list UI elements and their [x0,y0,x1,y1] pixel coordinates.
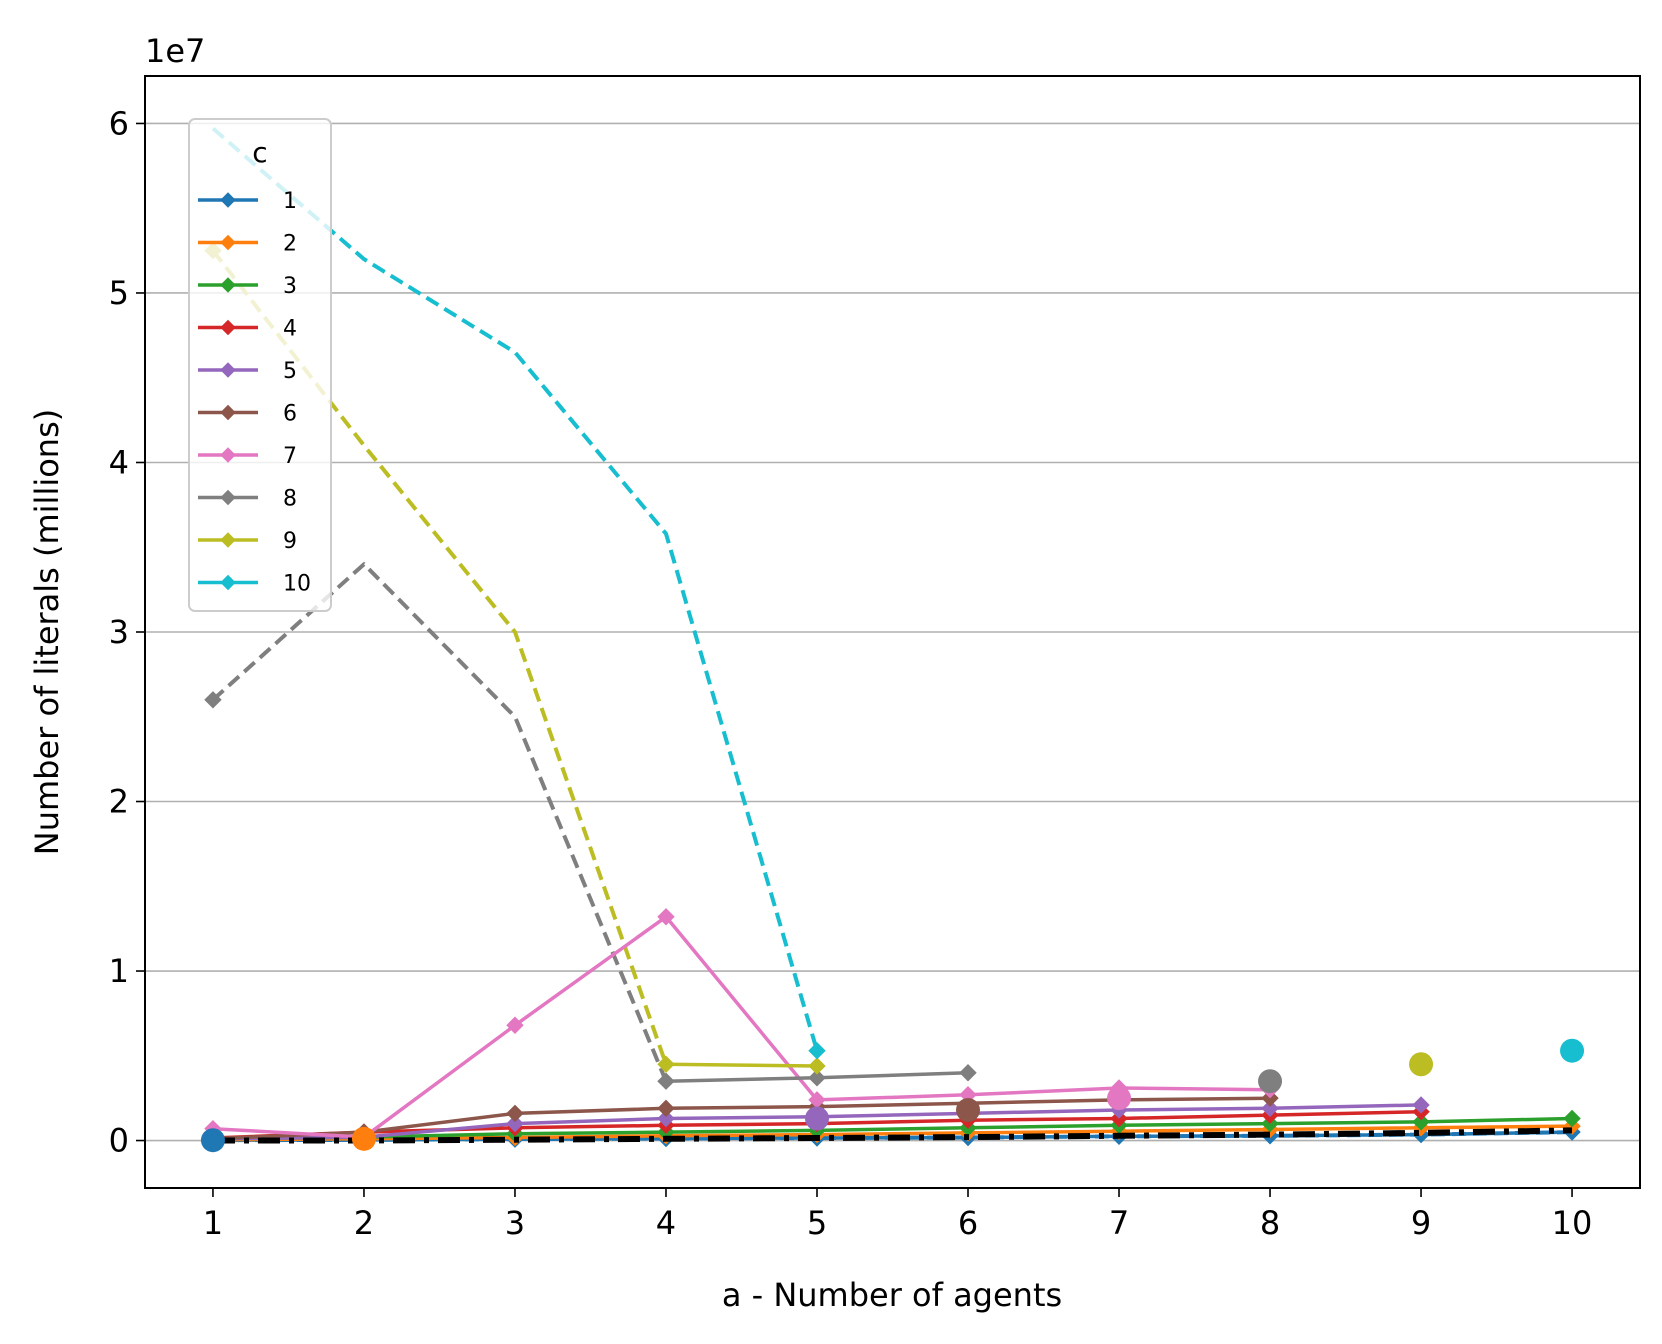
legend-label-10: 10 [283,572,311,597]
series-3-line [212,1116,1573,1141]
legend-swatch-marker-1 [220,192,236,208]
legend-label-2: 2 [283,232,297,257]
legend-label-7: 7 [283,444,297,469]
legend-swatch-marker-8 [220,489,236,506]
y-tick-label: 0 [109,1122,129,1160]
series-9-dashed-line [211,249,668,1065]
x-tick-label: 5 [807,1204,827,1242]
y-axis-label: Number of literals (millions) [28,409,66,855]
y-tick-label: 1 [109,952,129,990]
legend-label-1: 1 [283,189,297,214]
series-5-highlight-marker [804,1106,829,1131]
x-tick-label: 1 [203,1204,223,1242]
legend-label-5: 5 [283,359,297,384]
legend-swatch-marker-9 [220,532,236,548]
y-tick-label: 6 [109,104,129,142]
legend-swatch-marker-3 [220,277,236,293]
reference-line [213,1127,1573,1144]
series-8-point [808,1069,826,1087]
series-6-highlight-marker [956,1098,981,1123]
series-layer [200,126,1585,1153]
series-6-point [657,1099,675,1118]
series-5-point [506,1114,524,1133]
x-tick-label: 3 [505,1204,525,1242]
series-3-point [1412,1113,1430,1131]
legend-swatch-marker-7 [220,447,236,463]
legend-label-8: 8 [283,487,297,512]
y-tick-label: 4 [109,443,129,481]
legend-label-6: 6 [283,402,297,427]
series-2-highlight-marker [351,1126,376,1151]
legend-swatch-marker-5 [220,362,236,378]
series-6-line [212,1096,1271,1141]
x-tick-label: 2 [354,1204,374,1242]
legend-title: c [252,136,267,169]
series-3-point [1563,1109,1581,1128]
series-8-dashed-line [211,562,668,1082]
series-7-point [657,908,675,926]
series-7-point [506,1016,524,1034]
legend-swatch-marker-4 [220,319,236,336]
legend-swatch-marker-6 [220,404,236,421]
legend-label-3: 3 [283,274,297,299]
x-axis-label: a - Number of agents [722,1276,1062,1314]
series-7-highlight-marker [1107,1086,1132,1111]
y-tick-label: 5 [109,274,129,312]
legend-label-9: 9 [283,529,297,554]
series-8-point [657,1072,675,1090]
series-5-point [1261,1099,1279,1118]
x-tick-label: 4 [656,1204,676,1242]
x-tick-label: 8 [1260,1204,1280,1242]
series-9-line [665,1062,818,1068]
y-tick-label: 2 [109,783,129,821]
series-8-point [959,1064,977,1082]
x-tick-label: 6 [958,1204,978,1242]
x-tick-label: 7 [1109,1204,1129,1242]
series-6-point [506,1104,524,1123]
x-tick-label: 9 [1411,1204,1431,1242]
x-tick-label: 10 [1552,1204,1593,1242]
series-8-start-marker [204,691,222,709]
y-offset-text: 1e7 [145,32,205,70]
series-7-line [212,915,1271,1139]
series-1-highlight-marker [200,1128,225,1153]
legend: c 1 2 3 4 5 6 7 8 9 10 [188,118,332,612]
series-10-end-marker [808,1041,826,1060]
series-10-highlight-marker [1560,1038,1585,1063]
series-9-point [657,1055,675,1073]
y-tick-label: 3 [109,613,129,651]
legend-box [188,118,332,612]
legend-swatch-marker-10 [220,574,236,591]
series-9-highlight-marker [1409,1052,1434,1077]
legend-swatch-marker-2 [220,234,236,251]
series-5-point [657,1109,675,1128]
series-9-point [808,1057,826,1075]
tick-layer: 0 1 2 3 4 5 6 1 2 3 4 5 6 7 8 9 10 [109,104,1593,1242]
series-8-highlight-marker [1258,1069,1283,1094]
series-5-point [1412,1096,1430,1114]
legend-label-4: 4 [283,317,297,342]
